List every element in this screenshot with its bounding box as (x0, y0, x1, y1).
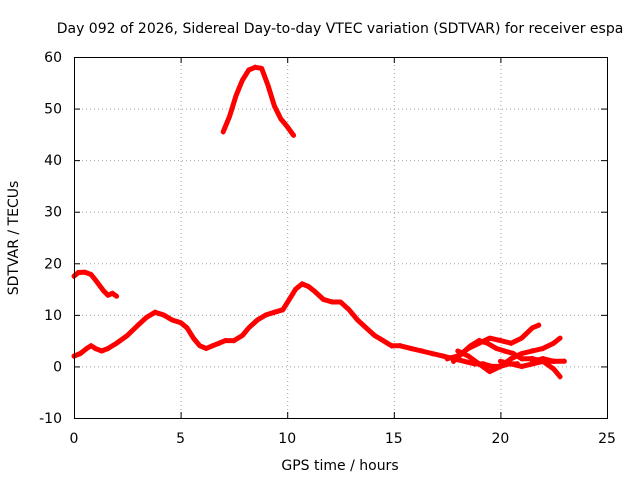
y-tick-label: 10 (44, 308, 62, 324)
y-tick-label: 50 (44, 102, 62, 118)
x-tick-label: 10 (278, 431, 296, 447)
series-arc-main-jitter (72, 281, 519, 370)
series-arc-high-jitter (221, 64, 296, 136)
x-tick-label: 0 (70, 431, 79, 447)
x-tick-label: 15 (385, 431, 403, 447)
y-tick-label: 40 (44, 153, 62, 169)
series-arc-late-5-jitter (530, 356, 566, 364)
series-arc-main (71, 281, 520, 369)
y-tick-label: 30 (44, 205, 62, 221)
series-group (71, 64, 567, 380)
plot-frame (74, 57, 608, 419)
series-arc-late-3-jitter (456, 337, 562, 372)
y-tick-label: 20 (44, 256, 62, 272)
y-tick-label: -10 (39, 411, 62, 427)
series-arc-early (71, 269, 120, 299)
series-arc-early-jitter (72, 269, 119, 297)
x-tick-label: 5 (176, 431, 185, 447)
y-axis-label: SDTVAR / TECUs (6, 181, 22, 296)
ticks: 0 5 10 15 20 25 -10 0 10 20 30 40 50 60 (39, 50, 616, 447)
y-tick-label: 0 (53, 359, 62, 375)
chart-title: Day 092 of 2026, Sidereal Day-to-day VTE… (57, 21, 624, 37)
x-tick-label: 25 (598, 431, 616, 447)
y-tick-label: 60 (44, 50, 62, 66)
x-axis-label: GPS time / hours (281, 458, 398, 474)
x-tick-label: 20 (491, 431, 509, 447)
